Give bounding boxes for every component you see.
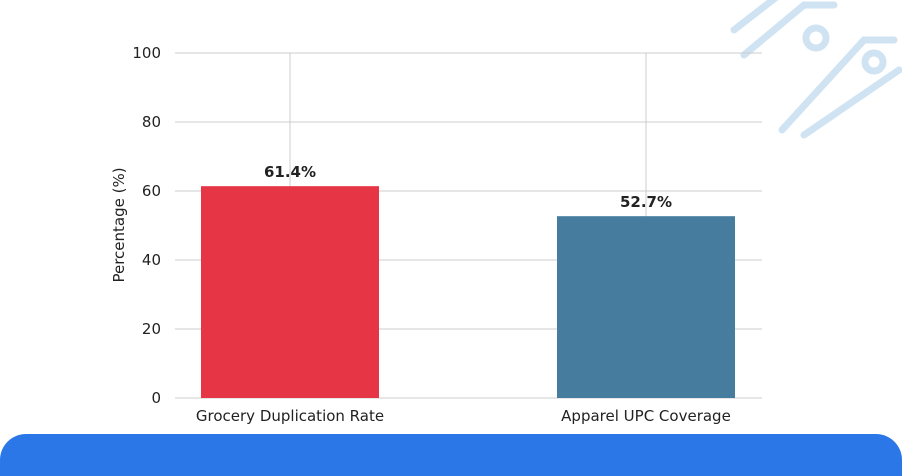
bars <box>201 186 735 398</box>
data-label: 52.7% <box>620 193 672 211</box>
y-tick-label: 80 <box>142 113 161 131</box>
circuit-pattern-icon <box>730 0 902 139</box>
y-tick-label: 0 <box>151 389 161 407</box>
y-axis-label: Percentage (%) <box>110 167 128 282</box>
bar <box>557 216 735 398</box>
y-tick-label: 20 <box>142 320 161 338</box>
y-tick-labels: 0 20 40 60 80 100 <box>132 44 161 407</box>
x-tick-labels: Grocery Duplication Rate Apparel UPC Cove… <box>196 407 731 425</box>
data-labels: 61.4% 52.7% <box>264 163 672 211</box>
x-tick-label: Apparel UPC Coverage <box>561 407 731 425</box>
y-tick-label: 100 <box>132 44 161 62</box>
bottom-panel <box>0 434 902 476</box>
x-tick-label: Grocery Duplication Rate <box>196 407 384 425</box>
y-tick-label: 60 <box>142 182 161 200</box>
y-tick-label: 40 <box>142 251 161 269</box>
bar <box>201 186 379 398</box>
data-label: 61.4% <box>264 163 316 181</box>
